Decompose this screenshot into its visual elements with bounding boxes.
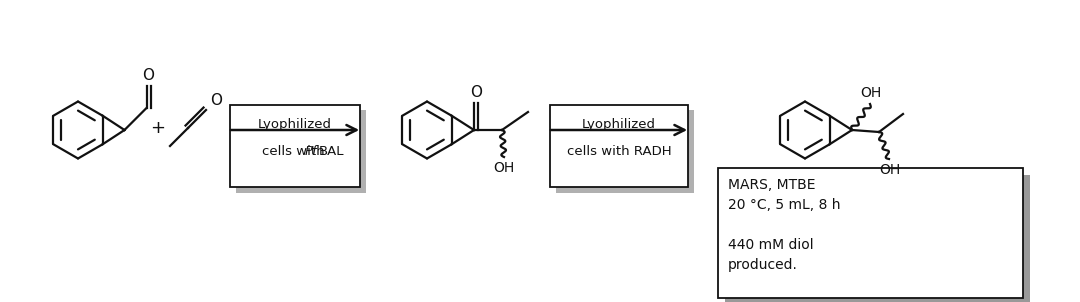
Text: cells with: cells with (261, 145, 328, 158)
Text: BAL: BAL (319, 145, 345, 158)
Text: OH: OH (879, 163, 901, 177)
FancyBboxPatch shape (718, 168, 1023, 298)
Text: O: O (470, 85, 482, 100)
Text: MARS, MTBE
20 °C, 5 mL, 8 h

440 mM diol
produced.: MARS, MTBE 20 °C, 5 mL, 8 h 440 mM diol … (728, 178, 840, 272)
Text: O: O (143, 68, 154, 83)
Text: Lyophilized: Lyophilized (258, 118, 332, 131)
FancyBboxPatch shape (230, 105, 360, 187)
Text: O: O (210, 93, 222, 108)
FancyBboxPatch shape (555, 111, 693, 192)
FancyBboxPatch shape (235, 111, 365, 192)
FancyBboxPatch shape (725, 175, 1030, 302)
Text: +: + (150, 119, 165, 137)
FancyBboxPatch shape (550, 105, 688, 187)
Text: OH: OH (861, 86, 881, 100)
Text: cells with RADH: cells with RADH (567, 145, 672, 158)
Text: Lyophilized: Lyophilized (582, 118, 656, 131)
Text: Pf: Pf (305, 145, 318, 158)
Text: OH: OH (494, 161, 515, 175)
